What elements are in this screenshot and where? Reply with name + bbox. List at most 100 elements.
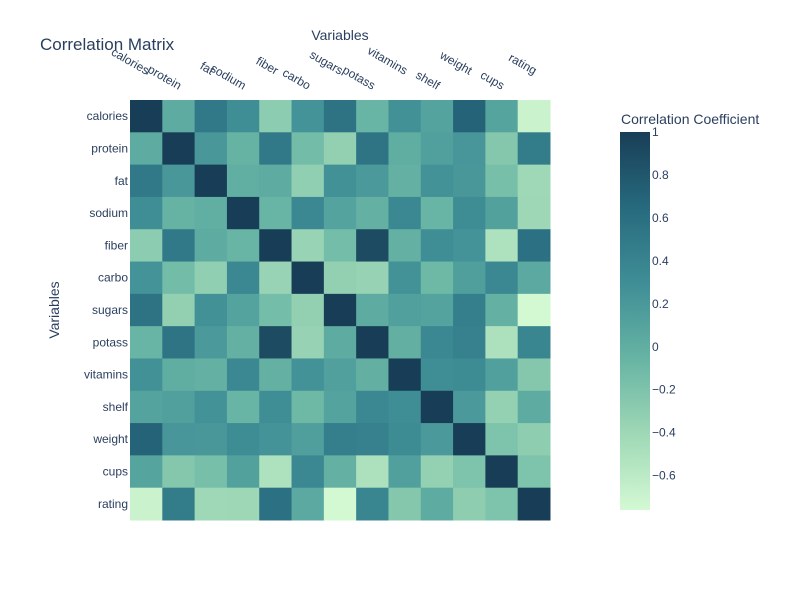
heatmap-cell-weight-shelf[interactable] bbox=[420, 423, 454, 456]
heatmap-cell-protein-carbo[interactable] bbox=[291, 132, 325, 166]
heatmap-cell-cups-fat[interactable] bbox=[194, 455, 228, 489]
heatmap-cell-protein-calories[interactable] bbox=[130, 132, 163, 166]
heatmap-cell-carbo-fiber[interactable] bbox=[259, 261, 293, 295]
heatmap-cell-potass-sugars[interactable] bbox=[323, 326, 357, 359]
heatmap-cell-protein-sugars[interactable] bbox=[323, 132, 357, 166]
heatmap-cell-sugars-fiber[interactable] bbox=[259, 293, 293, 327]
heatmap-cell-fat-protein[interactable] bbox=[162, 164, 196, 198]
heatmap-cell-fat-fiber[interactable] bbox=[259, 164, 293, 198]
heatmap-cell-rating-fiber[interactable] bbox=[259, 487, 293, 521]
heatmap-cell-sugars-sugars[interactable] bbox=[323, 293, 357, 327]
heatmap-cell-potass-rating[interactable] bbox=[517, 326, 551, 359]
heatmap-cell-vitamins-rating[interactable] bbox=[517, 358, 551, 392]
heatmap-cell-fat-potass[interactable] bbox=[356, 164, 389, 198]
heatmap-cell-potass-sodium[interactable] bbox=[226, 326, 260, 359]
heatmap-cell-shelf-carbo[interactable] bbox=[291, 390, 325, 424]
heatmap-cell-cups-potass[interactable] bbox=[356, 455, 389, 489]
heatmap-cell-sugars-calories[interactable] bbox=[130, 293, 163, 327]
heatmap-cell-shelf-weight[interactable] bbox=[453, 390, 486, 424]
heatmap-cell-cups-fiber[interactable] bbox=[259, 455, 293, 489]
heatmap-cell-cups-shelf[interactable] bbox=[420, 455, 454, 489]
heatmap-cell-calories-sugars[interactable] bbox=[323, 100, 357, 133]
heatmap-cell-fat-vitamins[interactable] bbox=[388, 164, 422, 198]
heatmap-cell-cups-cups[interactable] bbox=[485, 455, 519, 489]
heatmap-cell-cups-protein[interactable] bbox=[162, 455, 196, 489]
heatmap-cell-potass-carbo[interactable] bbox=[291, 326, 325, 359]
heatmap-cell-sugars-vitamins[interactable] bbox=[388, 293, 422, 327]
heatmap-cell-shelf-fat[interactable] bbox=[194, 390, 228, 424]
heatmap-cell-rating-sodium[interactable] bbox=[226, 487, 260, 521]
heatmap-cell-protein-shelf[interactable] bbox=[420, 132, 454, 166]
heatmap-cell-carbo-sodium[interactable] bbox=[226, 261, 260, 295]
heatmap-cell-carbo-cups[interactable] bbox=[485, 261, 519, 295]
heatmap-cell-protein-cups[interactable] bbox=[485, 132, 519, 166]
heatmap-cell-vitamins-weight[interactable] bbox=[453, 358, 486, 392]
heatmap-cell-shelf-fiber[interactable] bbox=[259, 390, 293, 424]
heatmap-cell-shelf-protein[interactable] bbox=[162, 390, 196, 424]
heatmap-cell-rating-protein[interactable] bbox=[162, 487, 196, 521]
heatmap-cell-carbo-calories[interactable] bbox=[130, 261, 163, 295]
heatmap-cell-weight-potass[interactable] bbox=[356, 423, 389, 456]
heatmap-cell-rating-fat[interactable] bbox=[194, 487, 228, 521]
heatmap-cell-vitamins-calories[interactable] bbox=[130, 358, 163, 392]
heatmap-cell-rating-weight[interactable] bbox=[453, 487, 486, 521]
heatmap-cell-vitamins-shelf[interactable] bbox=[420, 358, 454, 392]
heatmap-cell-rating-potass[interactable] bbox=[356, 487, 389, 521]
heatmap-cell-vitamins-potass[interactable] bbox=[356, 358, 389, 392]
heatmap-cell-potass-fiber[interactable] bbox=[259, 326, 293, 359]
heatmap-cell-fat-carbo[interactable] bbox=[291, 164, 325, 198]
heatmap-cell-fiber-sugars[interactable] bbox=[323, 229, 357, 263]
heatmap-cell-calories-shelf[interactable] bbox=[420, 100, 454, 133]
heatmap-cell-fat-weight[interactable] bbox=[453, 164, 486, 198]
heatmap-cell-cups-weight[interactable] bbox=[453, 455, 486, 489]
heatmap-cell-sodium-potass[interactable] bbox=[356, 196, 389, 230]
heatmap-cell-fiber-weight[interactable] bbox=[453, 229, 486, 263]
heatmap-cell-weight-fiber[interactable] bbox=[259, 423, 293, 456]
heatmap-cell-potass-calories[interactable] bbox=[130, 326, 163, 359]
heatmap-cell-protein-weight[interactable] bbox=[453, 132, 486, 166]
heatmap-cell-rating-cups[interactable] bbox=[485, 487, 519, 521]
heatmap-cell-weight-cups[interactable] bbox=[485, 423, 519, 456]
heatmap-cell-fiber-vitamins[interactable] bbox=[388, 229, 422, 263]
heatmap-cell-vitamins-protein[interactable] bbox=[162, 358, 196, 392]
heatmap-cell-sugars-fat[interactable] bbox=[194, 293, 228, 327]
heatmap-cell-sodium-vitamins[interactable] bbox=[388, 196, 422, 230]
heatmap-cell-potass-protein[interactable] bbox=[162, 326, 196, 359]
heatmap-cell-sodium-weight[interactable] bbox=[453, 196, 486, 230]
heatmap-cell-calories-calories[interactable] bbox=[130, 100, 163, 133]
heatmap-cell-calories-weight[interactable] bbox=[453, 100, 486, 133]
heatmap-cell-fat-rating[interactable] bbox=[517, 164, 551, 198]
heatmap-cell-calories-fiber[interactable] bbox=[259, 100, 293, 133]
heatmap-cell-protein-vitamins[interactable] bbox=[388, 132, 422, 166]
heatmap-cell-potass-weight[interactable] bbox=[453, 326, 486, 359]
heatmap-cell-fiber-calories[interactable] bbox=[130, 229, 163, 263]
heatmap-cell-potass-cups[interactable] bbox=[485, 326, 519, 359]
heatmap-cell-rating-calories[interactable] bbox=[130, 487, 163, 521]
heatmap-cell-weight-carbo[interactable] bbox=[291, 423, 325, 456]
heatmap-cell-carbo-vitamins[interactable] bbox=[388, 261, 422, 295]
heatmap-cell-carbo-shelf[interactable] bbox=[420, 261, 454, 295]
heatmap-cell-weight-vitamins[interactable] bbox=[388, 423, 422, 456]
heatmap-cell-fiber-potass[interactable] bbox=[356, 229, 389, 263]
heatmap-cell-calories-sodium[interactable] bbox=[226, 100, 260, 133]
heatmap-cell-calories-fat[interactable] bbox=[194, 100, 228, 133]
heatmap-cell-fiber-sodium[interactable] bbox=[226, 229, 260, 263]
heatmap-cell-vitamins-carbo[interactable] bbox=[291, 358, 325, 392]
heatmap-cell-rating-carbo[interactable] bbox=[291, 487, 325, 521]
heatmap-cell-protein-rating[interactable] bbox=[517, 132, 551, 166]
heatmap-cell-carbo-sugars[interactable] bbox=[323, 261, 357, 295]
heatmap-cell-potass-vitamins[interactable] bbox=[388, 326, 422, 359]
heatmap-cell-cups-vitamins[interactable] bbox=[388, 455, 422, 489]
heatmap-cell-sugars-rating[interactable] bbox=[517, 293, 551, 327]
heatmap-cell-potass-shelf[interactable] bbox=[420, 326, 454, 359]
heatmap-cell-sugars-carbo[interactable] bbox=[291, 293, 325, 327]
heatmap-cell-shelf-shelf[interactable] bbox=[420, 390, 454, 424]
heatmap-cell-calories-protein[interactable] bbox=[162, 100, 196, 133]
heatmap-cell-cups-carbo[interactable] bbox=[291, 455, 325, 489]
heatmap-cell-protein-sodium[interactable] bbox=[226, 132, 260, 166]
heatmap-cell-calories-rating[interactable] bbox=[517, 100, 551, 133]
heatmap-cell-vitamins-cups[interactable] bbox=[485, 358, 519, 392]
heatmap-cell-vitamins-sugars[interactable] bbox=[323, 358, 357, 392]
heatmap-cell-carbo-protein[interactable] bbox=[162, 261, 196, 295]
heatmap-cell-fiber-cups[interactable] bbox=[485, 229, 519, 263]
